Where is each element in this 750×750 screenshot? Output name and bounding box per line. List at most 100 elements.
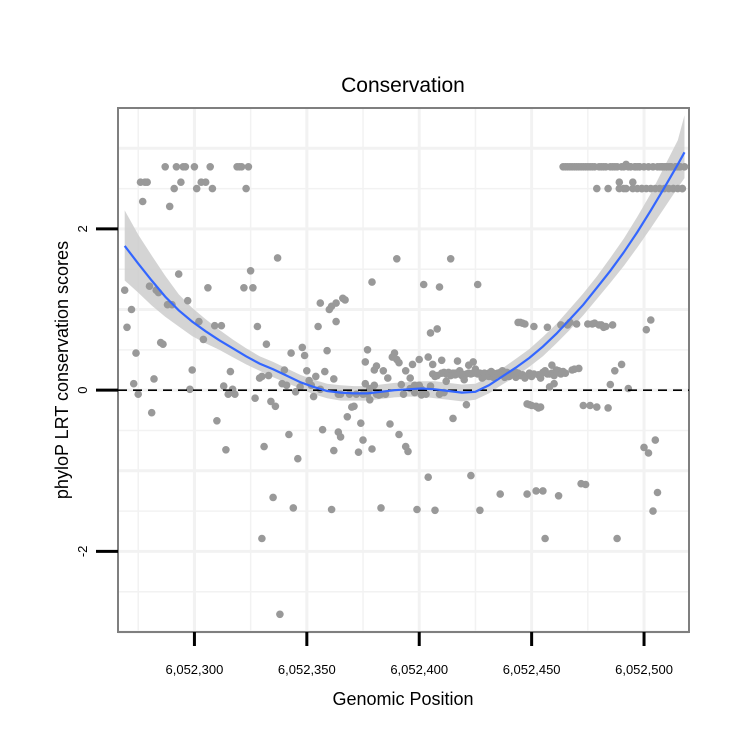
data-point [496,490,505,498]
data-point [323,346,331,355]
data-point [249,284,257,292]
data-point [226,367,235,376]
data-point [244,163,253,171]
data-point [161,163,169,171]
data-point [428,360,437,369]
data-point [350,402,358,411]
data-point [446,254,455,263]
data-point [622,184,630,193]
x-tick-label: 6,052,450 [503,662,561,677]
data-point [289,504,298,512]
data-point [406,374,415,382]
data-point [262,340,271,349]
data-point [258,372,266,381]
data-point [264,371,273,380]
data-point [231,390,239,399]
data-point [395,358,403,367]
data-point [649,507,657,515]
data-point [644,449,653,457]
data-point [602,322,610,331]
data-point [190,163,199,171]
confidence-ribbon [124,115,685,402]
data-point [593,403,601,411]
data-point [399,390,408,399]
data-point [201,178,210,186]
data-point [237,163,246,171]
data-point [536,403,545,411]
data-point [384,374,392,382]
data-point [330,375,338,383]
data-point [548,361,556,370]
data-point [613,534,621,543]
data-point [138,197,147,206]
data-point [309,392,318,401]
data-point [120,286,129,295]
y-tick-label: 0 [75,387,90,394]
data-point [426,329,435,337]
data-point [282,381,291,390]
data-point [260,442,268,451]
data-point [390,349,399,357]
data-point [258,534,266,543]
data-point [442,377,451,386]
data-point [271,402,280,411]
data-point [336,433,345,441]
data-point [408,360,417,369]
data-point [539,487,547,495]
data-point [424,353,433,361]
data-point [615,184,624,193]
data-point [343,413,352,421]
data-point [604,184,612,193]
data-point [530,322,538,331]
y-axis-label: phyloP LRT conservation scores [52,241,72,499]
data-point [291,388,300,396]
data-point [678,184,687,193]
data-point [143,178,151,186]
data-point [159,340,167,349]
data-point [204,284,212,292]
data-point [624,384,633,393]
data-point [550,379,558,388]
data-point [377,504,385,512]
data-point [222,446,230,454]
data-point [276,610,284,619]
x-tick-label: 6,052,500 [615,662,673,677]
data-point [332,317,340,326]
data-point [186,385,194,394]
data-point [177,178,185,186]
y-axis: -2 0 2 [75,225,118,557]
data-point [188,366,196,374]
data-point [449,414,457,423]
data-point [541,534,549,543]
data-point [586,401,594,410]
data-point [561,369,570,378]
data-point [300,351,309,360]
data-point [629,178,637,186]
data-point [217,321,226,330]
data-point [393,254,401,263]
data-point [210,321,219,330]
data-point [386,420,394,428]
data-point [224,390,232,399]
data-point [150,375,158,383]
data-point [523,490,531,498]
x-axis: 6,052,300 6,052,350 6,052,400 6,052,450 6,05… [166,632,673,677]
data-point [473,280,482,289]
data-point [606,380,615,389]
data-point [213,417,221,425]
data-point [543,323,552,332]
data-point [359,436,367,444]
data-point [312,372,320,381]
data-point [170,184,178,193]
data-point [680,163,689,171]
data-point [172,163,181,171]
data-point [147,408,156,417]
data-point [174,270,183,278]
data-point [321,367,329,376]
data-point [467,471,475,480]
data-point [417,391,426,399]
data-point [208,184,217,193]
data-point [370,381,379,390]
data-point [273,254,282,262]
